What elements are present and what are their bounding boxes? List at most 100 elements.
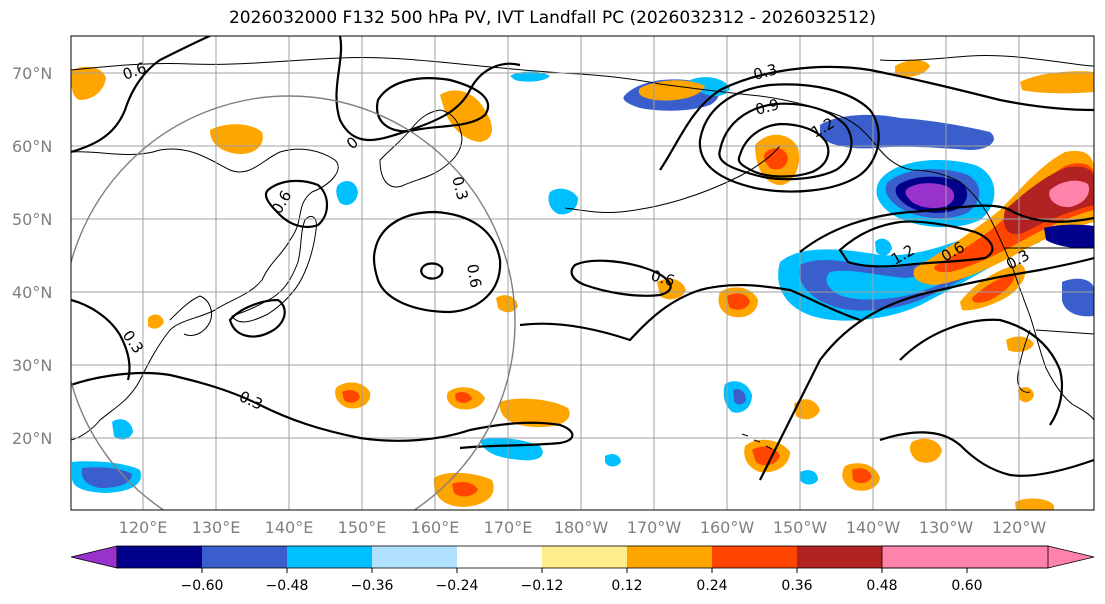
positive-blob-hawaii-south-red [752,446,780,466]
positive-blob-okhotsk [210,124,263,155]
colorbar-tick-label: −0.48 [266,578,309,594]
negative-blob-east-coast [1062,278,1094,317]
lat-label: 50°N [12,210,52,229]
contour-okhotsk-loop [375,77,490,133]
colorbar-segment [457,546,542,568]
contour-label: 0.6 [463,263,485,290]
coast-korea [169,295,213,336]
negative-blob-east-tropic [800,470,818,485]
positive-band-coast-pink [1049,180,1090,208]
contour-midpacific-trough [519,284,861,342]
coastlines [71,54,1094,450]
negative-blob-west-tropical [480,438,543,461]
colorbar-segment [542,546,627,568]
lon-label: 120°E [119,518,168,537]
contour-gulf-alaska-ring-3 [737,122,830,178]
positive-blob-japan [148,314,164,329]
colorbar-segment [287,546,372,568]
map-plot-area: 0.6 0.3 0.9 1.2 0 0.3 0.6 0.6 1.2 0.6 0.… [71,36,1094,510]
positive-blob-marshall-red [452,482,478,497]
contour-label: 0.3 [236,387,265,413]
coast-canada-arctic [879,54,1094,67]
lon-label: 180°W [554,518,609,537]
contour-gulf-alaska-ring-1 [698,83,880,193]
colorbar-outline [116,545,1049,569]
contour-gulf-alaska-outer [659,65,1094,171]
positive-blob-canada-north [1020,71,1094,94]
positive-blob-bering-sea-red [763,148,788,170]
colorbar-segment [117,546,202,568]
colorbar-segment [202,546,287,568]
border-mexico-us [1035,329,1094,335]
coast-baja [1017,329,1031,393]
positive-blob-siberia [71,66,106,100]
positive-blob-baja [1006,336,1034,352]
shading-layer [71,60,1094,510]
lon-label: 150°W [773,518,828,537]
lat-label: 30°N [12,356,52,375]
coast-japan [231,215,317,323]
contour-north-ridge [335,36,521,142]
negative-blob-northwest-canada [875,238,892,256]
coast-siberia-north [71,56,661,85]
contour-west-japan [71,298,131,381]
colorbar-extend-max [881,545,1095,569]
negative-blob-tropic-small [605,454,621,467]
colorbar-segment [372,546,457,568]
contour-jet-1.2 [838,220,994,268]
negative-band-inner [826,252,985,300]
longitude-labels: 120°E 130°E 140°E 150°E 160°E 170°E 180°… [119,518,1047,537]
contour-170w-loop [570,259,672,297]
coast-kamchatka [379,109,463,188]
map-frame [70,35,1095,511]
gridlines [71,36,1094,510]
colorbar-tick-label: 0.48 [866,578,897,594]
negative-blob-alaska-north [820,114,994,150]
negative-blob-luzon [112,419,133,440]
positive-blob-east-tropical-red [852,468,872,484]
lon-label: 140°E [265,518,314,537]
colorbar-tick-label: −0.60 [181,578,224,594]
lon-label: 130°E [192,518,241,537]
contour-label: 0.6 [268,187,296,217]
lon-label: 130°W [919,518,974,537]
contour-label: 0.3 [448,174,472,202]
colorbar-tick-label: −0.12 [521,578,564,594]
colorbar-segment [797,546,882,568]
pv-contours [71,36,1094,481]
coast-west-north-america [1011,265,1094,421]
latitude-labels: 70°N 60°N 50°N 40°N 30°N 20°N [12,64,52,448]
map-title: 2026032000 F132 500 hPa PV, IVT Landfall… [228,8,876,28]
contour-nw-loop [71,36,211,154]
negative-blob-kuril [336,180,358,205]
lat-label: 70°N [12,64,52,83]
contour-labels: 0.6 0.3 0.9 1.2 0 0.3 0.6 0.6 1.2 0.6 0.… [119,59,1033,414]
negative-blob-gulf-alaska-core [905,183,955,209]
lon-label: 120°W [992,518,1047,537]
contour-label: 0.3 [751,60,779,84]
coast-east-asia [71,148,339,441]
positive-blob-west-pacific-red [342,389,360,403]
lon-label: 150°E [338,518,387,537]
colorbar-tick-label: 0.12 [611,578,642,594]
colorbar-tick-label: −0.24 [436,578,479,594]
lon-label: 170°E [484,518,533,537]
colorbar [70,545,1095,569]
contour-subtropical-main [71,371,574,450]
contour-label: 0.6 [120,59,149,84]
positive-blob-bering-strait [638,80,705,101]
contour-center-small [420,262,444,280]
contour-gulf-alaska-ring-2 [718,102,853,181]
colorbar-tick-labels: −0.60 −0.48 −0.36 −0.24 −0.12 0.12 0.24 … [181,578,983,594]
colorbar-tick-label: 0.24 [696,578,727,594]
colorbar-tick-label: 0.60 [951,578,982,594]
contour-coast-0.3 [759,256,1094,481]
positive-blob-160w-red [727,293,750,310]
contour-label: 0 [343,133,362,153]
contour-kamchatka-loop [264,179,329,229]
positive-blob-130w [909,438,942,463]
focus-region-circle [71,95,516,510]
positive-blob-central-north [496,295,518,313]
colorbar-ticks [201,568,968,573]
colorbar-extend-min [70,545,118,569]
